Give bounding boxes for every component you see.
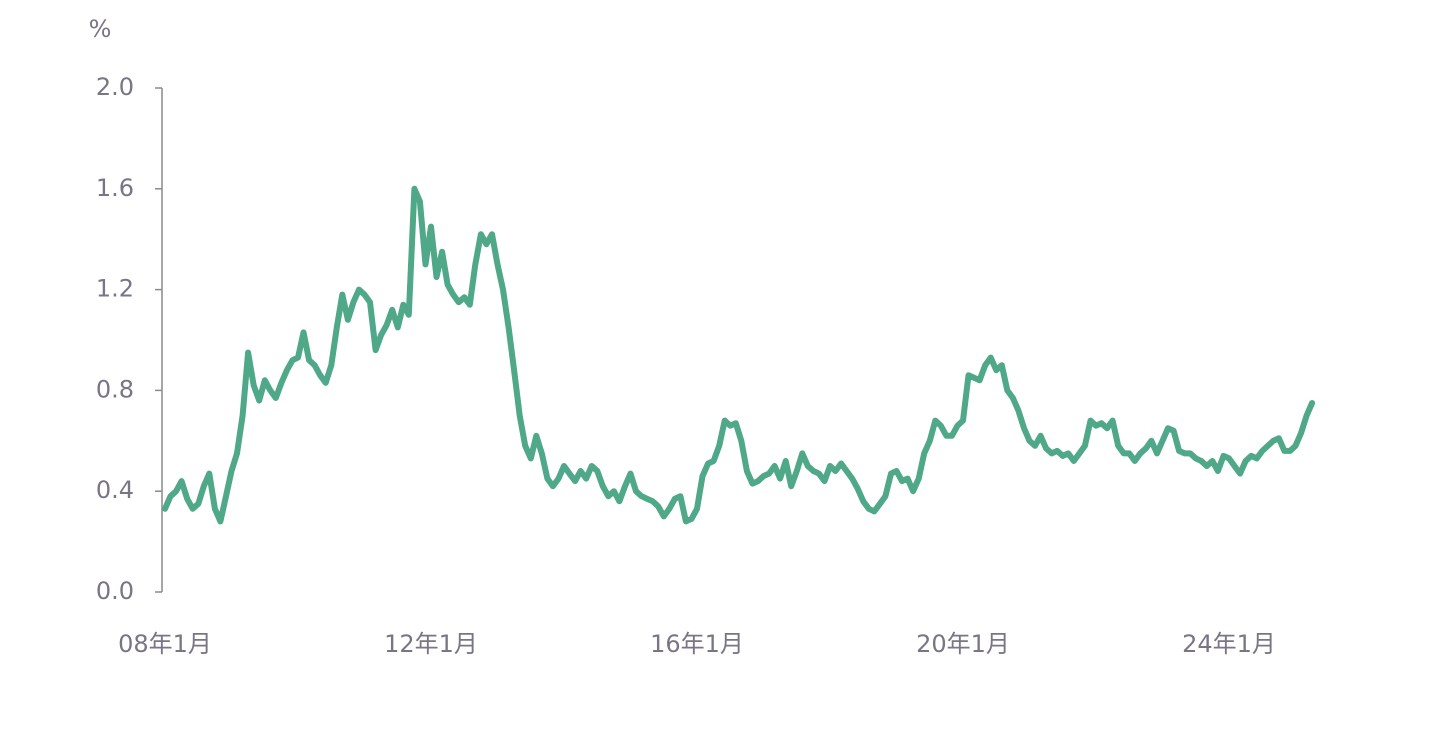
- y-tick-label: 0.8: [96, 375, 134, 403]
- x-tick-label: 16年1月: [650, 630, 744, 658]
- x-tick-label: 20年1月: [916, 630, 1010, 658]
- data-line: [162, 185, 1316, 525]
- x-tick-label: 24年1月: [1182, 630, 1276, 658]
- y-tick-label: 2.0: [96, 73, 134, 101]
- x-tick-label: 12年1月: [384, 630, 478, 658]
- x-tick-label: 08年1月: [118, 630, 212, 658]
- y-axis-unit: %: [89, 15, 112, 43]
- y-tick-label: 1.2: [96, 275, 134, 303]
- y-tick-label: 0.4: [96, 476, 134, 504]
- y-tick-label: 0.0: [96, 577, 134, 605]
- y-tick-label: 1.6: [96, 174, 134, 202]
